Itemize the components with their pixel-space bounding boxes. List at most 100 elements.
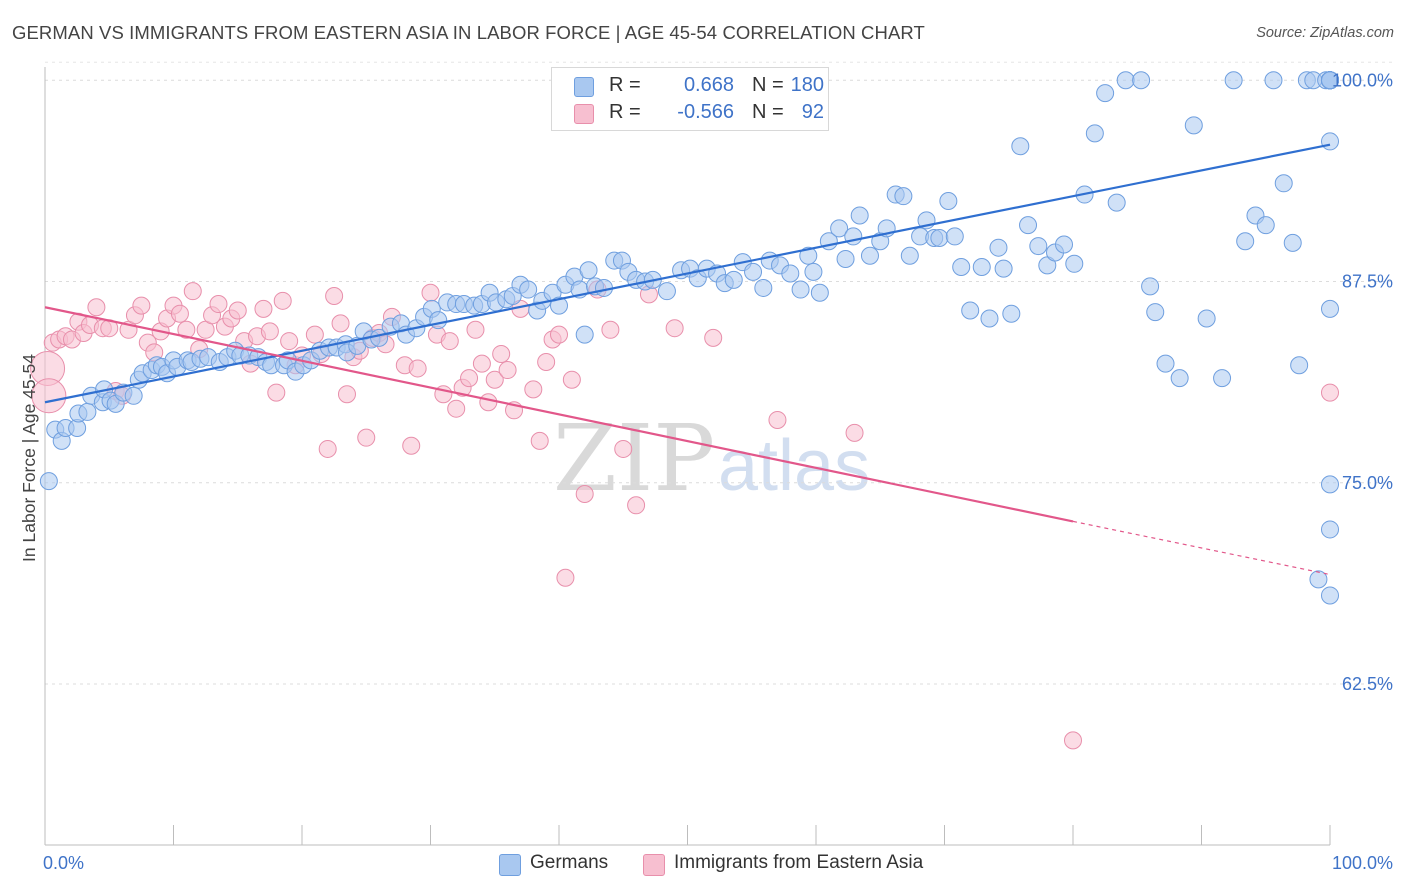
germans-point <box>1321 586 1339 605</box>
trend-lines <box>44 143 1331 576</box>
immigrants-point <box>665 319 684 338</box>
immigrants-point <box>305 325 324 344</box>
germans-point <box>1170 369 1189 388</box>
germans-point <box>1224 71 1243 90</box>
immigrants-point <box>177 320 196 339</box>
germans-point <box>1132 71 1151 90</box>
germans-point <box>724 270 743 289</box>
germans-trend-line <box>44 143 1331 404</box>
immigrants-point <box>209 295 228 314</box>
germans-point <box>1197 309 1216 328</box>
immigrants-point <box>228 301 247 320</box>
germans-point <box>1184 116 1203 135</box>
germans-point <box>1274 174 1293 193</box>
germans-point <box>519 280 538 299</box>
germans-point <box>1096 84 1115 103</box>
germans-point <box>754 278 773 297</box>
immigrants-point <box>421 283 440 302</box>
y-tick-label: 87.5% <box>1342 272 1393 292</box>
germans-point <box>1321 71 1339 90</box>
germans-point <box>945 227 964 246</box>
germans-point <box>1156 354 1175 373</box>
germans-point <box>1085 124 1104 143</box>
germans-point <box>1029 237 1048 256</box>
immigrants-point <box>627 496 646 515</box>
immigrants-point <box>575 485 594 504</box>
germans-point <box>124 386 143 405</box>
germans-point <box>1116 71 1135 90</box>
germans-point <box>804 262 823 281</box>
immigrants-point <box>402 436 421 455</box>
tick-labels: 100.0% 87.5% 75.0% 62.5% 0.0% 100.0% <box>43 70 1393 873</box>
immigrants-point <box>601 320 620 339</box>
germans-point <box>744 262 763 281</box>
germans-point <box>1213 369 1232 388</box>
immigrants-point <box>479 393 498 412</box>
germans-point <box>1256 216 1275 235</box>
immigrants-point <box>447 399 466 418</box>
germans-point <box>972 258 991 277</box>
immigrants-point <box>31 378 67 414</box>
immigrants-point <box>614 439 633 458</box>
legend-n-value: 92 <box>801 101 824 123</box>
immigrants-point <box>460 369 479 388</box>
germans-label: Germans <box>530 852 609 873</box>
germans-point <box>429 311 448 330</box>
immigrants-label: Immigrants from Eastern Asia <box>674 852 924 873</box>
germans-point <box>657 282 676 301</box>
germans-point <box>1019 216 1038 235</box>
x-tick-label-left: 0.0% <box>43 853 84 873</box>
immigrants-point <box>498 361 517 380</box>
germans-point <box>799 246 818 265</box>
germans-point <box>1321 475 1339 494</box>
germans-point <box>1290 356 1309 375</box>
immigrants-point <box>273 291 292 310</box>
legend-n-label: N = <box>752 101 784 123</box>
immigrants-point <box>524 380 543 399</box>
germans-point <box>791 280 810 299</box>
germans-point <box>989 238 1008 257</box>
immigrants-point <box>485 370 504 389</box>
legend-row-immigrants: R = -0.566 N = 92 <box>574 101 824 127</box>
germans-swatch <box>499 854 521 876</box>
immigrants-point <box>318 439 337 458</box>
legend-r-label: R = <box>609 101 641 123</box>
germans-points <box>39 71 1339 605</box>
germans-point <box>1264 71 1283 90</box>
axes <box>44 67 1331 846</box>
germans-point <box>1055 235 1074 254</box>
chart-title: GERMAN VS IMMIGRANTS FROM EASTERN ASIA I… <box>12 22 925 43</box>
legend-swatch-immigrants <box>574 104 594 124</box>
germans-point <box>1283 233 1302 252</box>
immigrants-point <box>183 282 202 301</box>
immigrants-points <box>30 280 1339 750</box>
legend-n-value: 180 <box>790 74 824 96</box>
immigrants-point <box>325 286 344 305</box>
germans-point <box>952 258 971 277</box>
legend-row-germans: R = 0.668 N = 180 <box>574 74 824 100</box>
legend-r-value: -0.566 <box>677 101 734 123</box>
immigrants-point <box>845 423 864 442</box>
germans-point <box>575 325 594 344</box>
immigrants-point <box>530 431 549 450</box>
immigrants-point <box>466 320 485 339</box>
germans-point <box>810 283 829 302</box>
legend-swatch-germans <box>574 77 594 97</box>
immigrants-point <box>1064 731 1082 750</box>
bottom-legend: Germans Immigrants from Eastern Asia <box>0 852 1406 878</box>
germans-point <box>980 309 999 328</box>
immigrants-point <box>768 410 787 429</box>
germans-point <box>994 259 1013 278</box>
germans-point <box>850 206 869 225</box>
source-label: Source: ZipAtlas.com <box>1256 25 1394 41</box>
y-tick-label: 100.0% <box>1332 70 1393 90</box>
watermark-atlas: atlas <box>718 426 870 506</box>
germans-point <box>836 249 855 268</box>
germans-point <box>1321 132 1339 151</box>
immigrants-trend-extension <box>1072 520 1331 576</box>
y-tick-label: 62.5% <box>1342 674 1393 694</box>
germans-point <box>1321 299 1339 318</box>
germans-point <box>860 246 879 265</box>
immigrants-point <box>337 385 356 404</box>
